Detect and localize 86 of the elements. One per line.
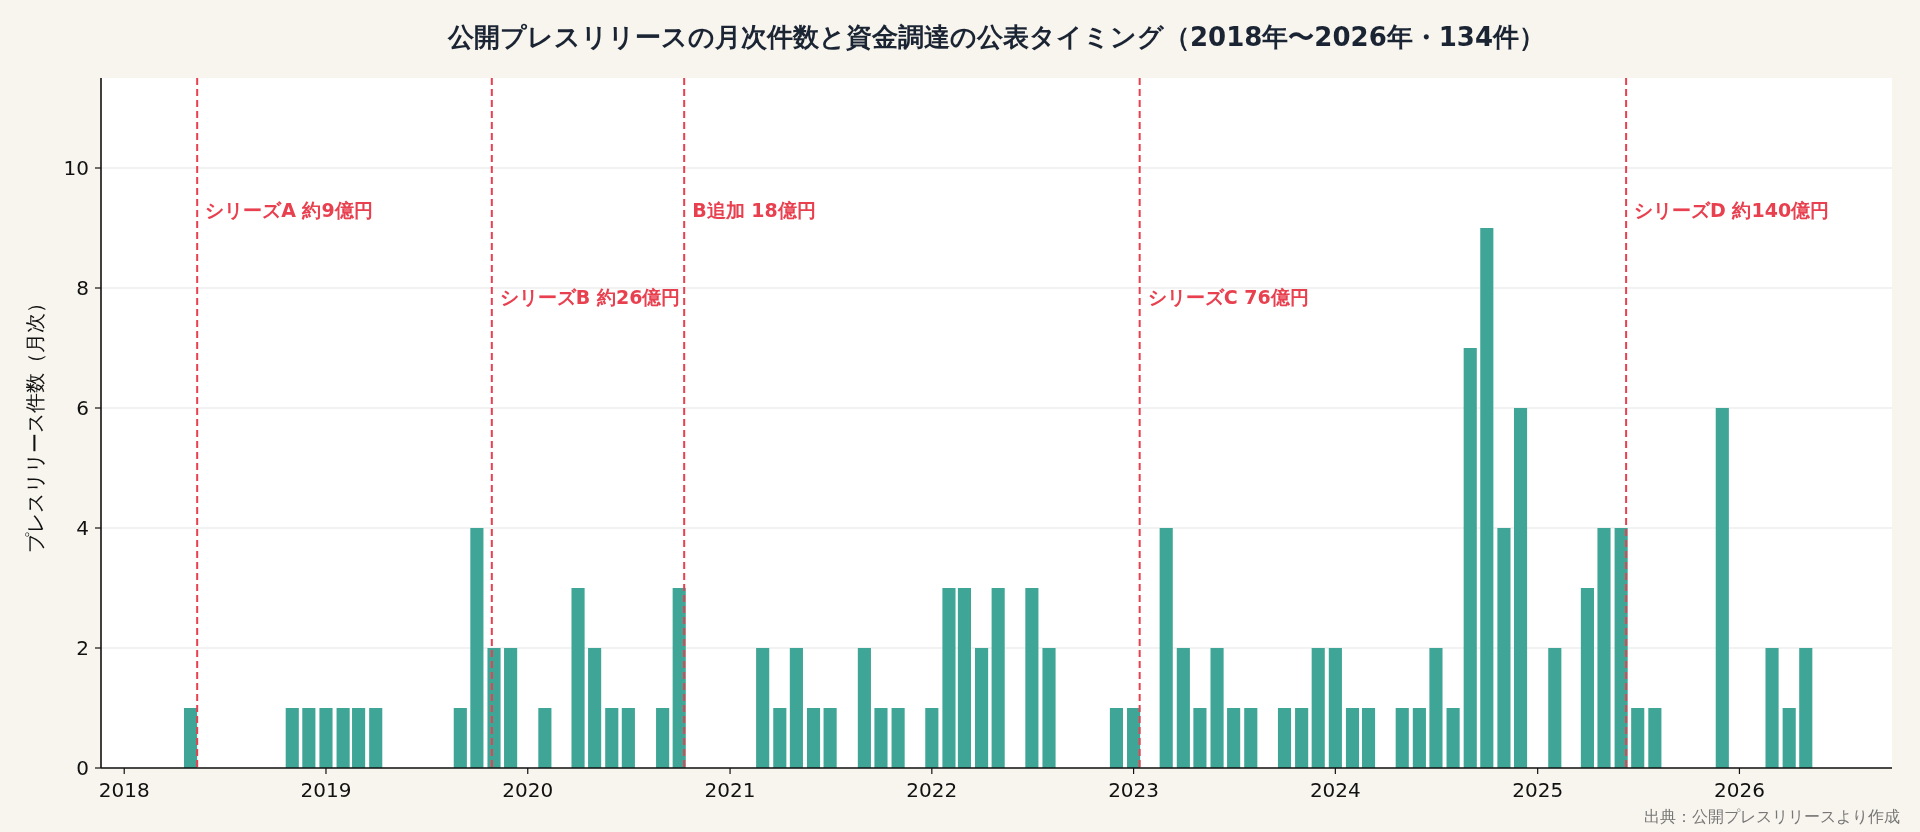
- bar: [957, 588, 971, 768]
- bar: [925, 708, 939, 768]
- bar: [857, 648, 871, 768]
- chart-title: 公開プレスリリースの月次件数と資金調達の公表タイミング（2018年〜2026年・134件）: [447, 22, 1545, 52]
- y-tick-label: 2: [76, 636, 89, 660]
- y-tick-label: 0: [76, 756, 89, 780]
- bar: [470, 528, 484, 768]
- bar: [1446, 708, 1460, 768]
- y-axis-title: プレスリリース件数（月次）: [23, 293, 47, 553]
- bar: [806, 708, 821, 768]
- bar: [538, 708, 552, 768]
- bar: [1463, 348, 1477, 768]
- bar: [504, 648, 518, 768]
- bar: [1345, 708, 1360, 768]
- bar: [1244, 708, 1258, 768]
- bar: [183, 708, 198, 768]
- bar: [1295, 708, 1309, 768]
- bar: [1227, 708, 1241, 768]
- bar: [1765, 648, 1779, 768]
- bar: [756, 648, 770, 768]
- bar: [621, 708, 635, 768]
- bar: [1548, 648, 1562, 768]
- ref-line-label: シリーズD 約140億円: [1634, 199, 1830, 221]
- bar: [1176, 648, 1190, 768]
- bar: [891, 708, 905, 768]
- x-tick-label: 2021: [704, 778, 756, 802]
- bar: [352, 708, 366, 768]
- bar: [1715, 408, 1729, 768]
- bar: [1210, 648, 1224, 768]
- bar: [1311, 648, 1325, 768]
- bar: [487, 648, 501, 768]
- ref-line-label: シリーズC 76億円: [1147, 286, 1309, 308]
- x-tick-label: 2023: [1108, 778, 1160, 802]
- y-tick-label: 8: [76, 276, 89, 300]
- x-tick-label: 2022: [906, 778, 958, 802]
- bar: [302, 708, 316, 768]
- x-tick-label: 2018: [98, 778, 150, 802]
- x-tick-label: 2019: [300, 778, 352, 802]
- bar: [656, 708, 670, 768]
- bar: [1799, 648, 1813, 768]
- bar: [1412, 708, 1426, 768]
- bar: [1429, 648, 1443, 768]
- bar: [942, 588, 956, 768]
- x-tick-label: 2026: [1713, 778, 1765, 802]
- bar: [1782, 708, 1796, 768]
- bar: [369, 708, 383, 768]
- bar: [1361, 708, 1376, 768]
- bar: [1580, 588, 1594, 768]
- ref-line-label: シリーズB 約26億円: [499, 286, 681, 308]
- bar: [1328, 648, 1342, 768]
- bar: [1159, 528, 1173, 768]
- bar: [1193, 708, 1207, 768]
- bar: [1497, 528, 1511, 768]
- bar: [789, 648, 803, 768]
- bar: [1025, 588, 1039, 768]
- bar: [1042, 648, 1056, 768]
- bar: [874, 708, 888, 768]
- source-note: 出典：公開プレスリリースより作成: [1644, 807, 1900, 826]
- bar: [1648, 708, 1662, 768]
- bar: [1480, 228, 1494, 768]
- x-tick-label: 2025: [1512, 778, 1564, 802]
- bar: [605, 708, 619, 768]
- bar: [285, 708, 299, 768]
- y-tick-label: 10: [63, 156, 89, 180]
- bar: [1631, 708, 1645, 768]
- x-tick-label: 2020: [502, 778, 554, 802]
- bar: [773, 708, 787, 768]
- bar: [571, 588, 585, 768]
- bar: [1513, 408, 1528, 768]
- bar: [991, 588, 1005, 768]
- ref-line-label: シリーズA 約9億円: [205, 199, 373, 221]
- bar: [453, 708, 467, 768]
- bar: [1127, 708, 1141, 768]
- bar: [588, 648, 602, 768]
- x-tick-label: 2024: [1309, 778, 1361, 802]
- bar: [319, 708, 333, 768]
- bar: [1277, 708, 1292, 768]
- y-tick-label: 4: [76, 516, 89, 540]
- y-tick-label: 6: [76, 396, 89, 420]
- bar: [823, 708, 837, 768]
- bar: [336, 708, 350, 768]
- bar: [1395, 708, 1409, 768]
- bar: [1109, 708, 1124, 768]
- ref-line-label: B追加 18億円: [692, 199, 816, 221]
- bar: [975, 648, 989, 768]
- bar: [1597, 528, 1611, 768]
